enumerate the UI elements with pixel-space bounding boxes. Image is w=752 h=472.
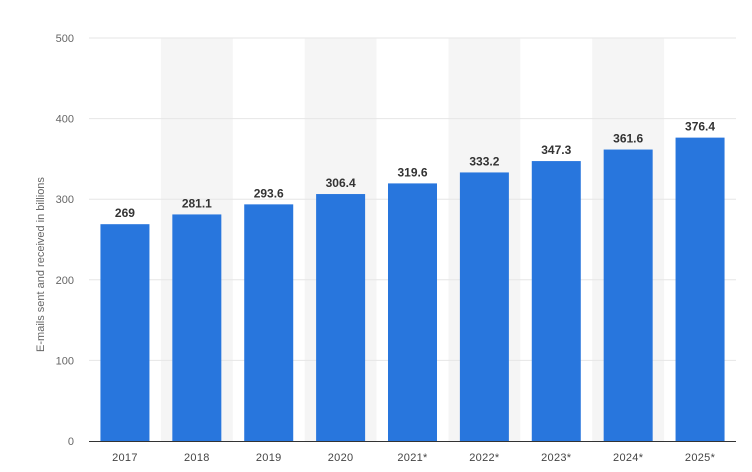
data-label: 319.6 <box>397 165 427 179</box>
bar[interactable] <box>244 204 294 441</box>
bar[interactable] <box>100 224 150 441</box>
x-tick-label: 2024* <box>613 452 644 464</box>
bar[interactable] <box>172 214 222 441</box>
data-label: 269 <box>115 206 135 220</box>
x-tick-label: 2017 <box>112 452 138 464</box>
y-axis-ticks: 0 100 200 300 400 500 <box>56 33 74 448</box>
bar[interactable] <box>316 194 366 441</box>
data-label: 347.3 <box>541 143 571 157</box>
x-tick-label: 2022* <box>469 452 500 464</box>
y-tick-label: 500 <box>56 33 74 45</box>
x-tick-label: 2021* <box>397 452 428 464</box>
bar[interactable] <box>388 183 437 441</box>
data-label: 281.1 <box>182 196 212 210</box>
data-label: 306.4 <box>326 176 356 190</box>
data-labels: 269 281.1 293.6 306.4 319.6 333.2 347.3 361.6 37… <box>115 120 715 221</box>
x-tick-label: 2018 <box>184 452 210 464</box>
x-tick-label: 2020 <box>328 452 354 464</box>
x-tick-label: 2019 <box>256 452 282 464</box>
data-label: 293.6 <box>254 186 284 200</box>
bar[interactable] <box>603 149 653 441</box>
x-tick-label: 2025* <box>685 452 716 464</box>
y-tick-label: 0 <box>68 436 74 448</box>
bar[interactable] <box>459 172 509 441</box>
y-tick-label: 400 <box>56 114 74 126</box>
data-label: 361.6 <box>613 132 643 146</box>
y-tick-label: 100 <box>56 355 74 367</box>
data-label: 376.4 <box>685 120 715 134</box>
bar[interactable] <box>531 161 581 441</box>
y-axis-title: E-mails sent and received in billions <box>35 177 47 352</box>
bars <box>100 137 725 442</box>
x-axis-ticks: 2017 2018 2019 2020 2021* 2022* 2023* 2024* 2025… <box>112 452 715 464</box>
y-tick-label: 200 <box>56 275 74 287</box>
data-label: 333.2 <box>469 154 499 168</box>
bar[interactable] <box>675 137 725 442</box>
y-tick-label: 300 <box>56 194 74 206</box>
x-tick-label: 2023* <box>541 452 572 464</box>
